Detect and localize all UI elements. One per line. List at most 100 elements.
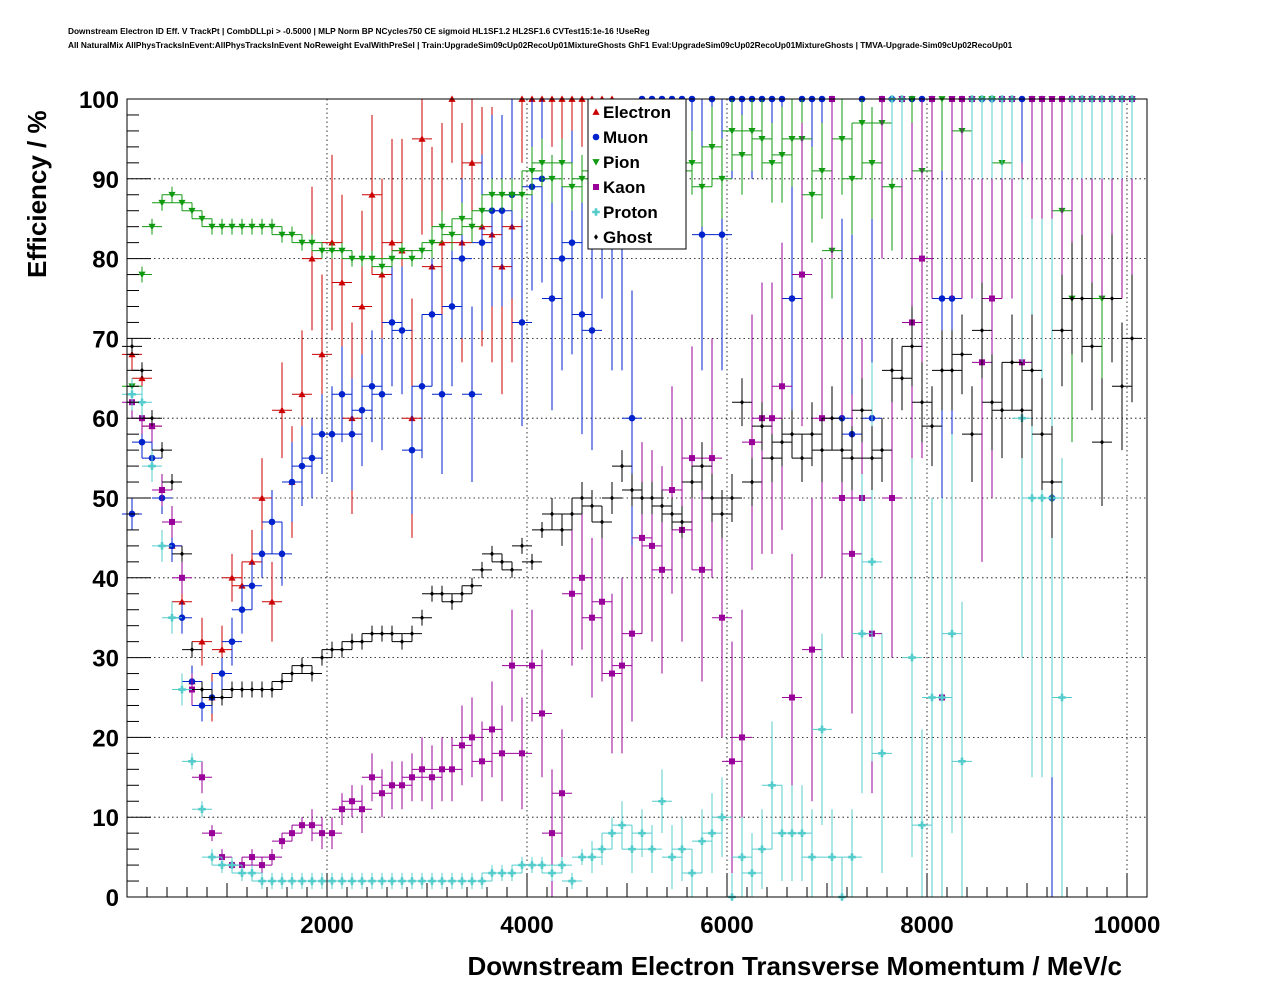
data-point: [820, 447, 824, 453]
data-point: [818, 725, 826, 734]
data-point: [1100, 439, 1104, 445]
data-point: [670, 511, 674, 517]
data-point: [130, 343, 134, 350]
legend-marker-muon: [592, 133, 600, 141]
data-point: [630, 487, 634, 493]
data-point: [868, 159, 876, 167]
data-point: [478, 239, 486, 246]
data-point: [700, 463, 704, 469]
data-point: [538, 861, 546, 869]
data-point: [320, 654, 324, 661]
data-point: [428, 311, 436, 318]
data-point: [758, 845, 766, 853]
data-point: [198, 702, 206, 709]
data-point: [298, 462, 306, 470]
data-point: [158, 199, 166, 207]
data-point: [620, 463, 624, 469]
data-point: [718, 813, 726, 821]
data-point: [970, 431, 974, 437]
legend-label: Ghost: [603, 228, 652, 247]
data-point: [958, 757, 966, 766]
data-point: [1110, 295, 1114, 302]
data-point: [198, 638, 206, 645]
data-point: [948, 629, 956, 638]
data-point: [639, 534, 645, 541]
data-point: [770, 455, 774, 461]
data-point: [518, 319, 526, 326]
chart-header-line-2: All NaturalMix AllPhysTracksInEvent:AllP…: [68, 40, 1013, 50]
data-point: [348, 430, 356, 438]
data-point: [279, 838, 285, 845]
data-point: [710, 495, 714, 501]
legend-marker-ghost: [594, 234, 598, 240]
data-point: [840, 447, 844, 453]
data-point: [128, 390, 136, 399]
series-ghost: [122, 234, 1142, 706]
legend-entry-pion: Pion: [592, 153, 640, 172]
data-point: [918, 821, 926, 829]
data-point: [618, 821, 626, 829]
y-tick-label: 0: [106, 885, 119, 912]
data-point: [1050, 479, 1054, 485]
data-point: [218, 646, 226, 653]
data-point: [170, 479, 174, 485]
data-point: [539, 710, 545, 717]
data-point: [530, 559, 534, 565]
data-point: [900, 375, 904, 382]
data-point: [888, 183, 896, 191]
data-point: [308, 454, 316, 462]
data-point: [178, 199, 186, 207]
data-point: [479, 758, 485, 765]
data-point: [789, 694, 795, 701]
data-point: [1010, 359, 1014, 366]
data-point: [858, 629, 866, 638]
data-point: [199, 774, 205, 781]
data-point: [609, 670, 615, 677]
data-point: [549, 830, 555, 837]
data-point: [278, 406, 286, 414]
data-point: [259, 862, 265, 869]
data-point: [369, 774, 375, 781]
data-point: [808, 853, 816, 861]
legend-label: Electron: [603, 103, 671, 122]
data-point: [1000, 407, 1004, 414]
data-point: [280, 678, 284, 685]
data-point: [490, 551, 494, 557]
y-tick-label: 10: [92, 805, 119, 832]
data-point: [288, 478, 296, 486]
data-point: [378, 263, 386, 271]
data-point: [830, 415, 834, 421]
x-tick-label: 8000: [900, 912, 953, 939]
data-point: [338, 247, 346, 255]
data-point: [489, 726, 495, 733]
data-point: [648, 845, 656, 853]
data-point: [938, 693, 946, 702]
data-point: [289, 830, 295, 837]
y-tick-label: 60: [92, 406, 119, 433]
data-point: [198, 805, 206, 814]
data-point: [548, 869, 556, 877]
data-point: [668, 853, 676, 861]
data-point: [258, 494, 266, 501]
data-point: [458, 255, 466, 262]
data-point: [548, 295, 556, 302]
y-tick-label: 30: [92, 646, 119, 673]
data-point: [568, 239, 576, 246]
data-point: [1030, 367, 1034, 374]
data-point: [598, 845, 606, 853]
data-point: [678, 845, 686, 853]
data-point: [338, 278, 346, 286]
x-tick-label: 6000: [700, 912, 753, 939]
legend-marker-kaon: [593, 184, 599, 190]
data-point: [358, 302, 366, 310]
data-point: [610, 495, 614, 501]
data-point: [469, 734, 475, 741]
data-point: [550, 511, 554, 517]
data-point: [669, 487, 675, 494]
data-point: [398, 247, 406, 255]
data-point: [798, 829, 806, 837]
data-point: [308, 239, 316, 247]
data-point: [178, 598, 186, 605]
data-point: [268, 223, 276, 231]
data-point: [499, 750, 505, 757]
